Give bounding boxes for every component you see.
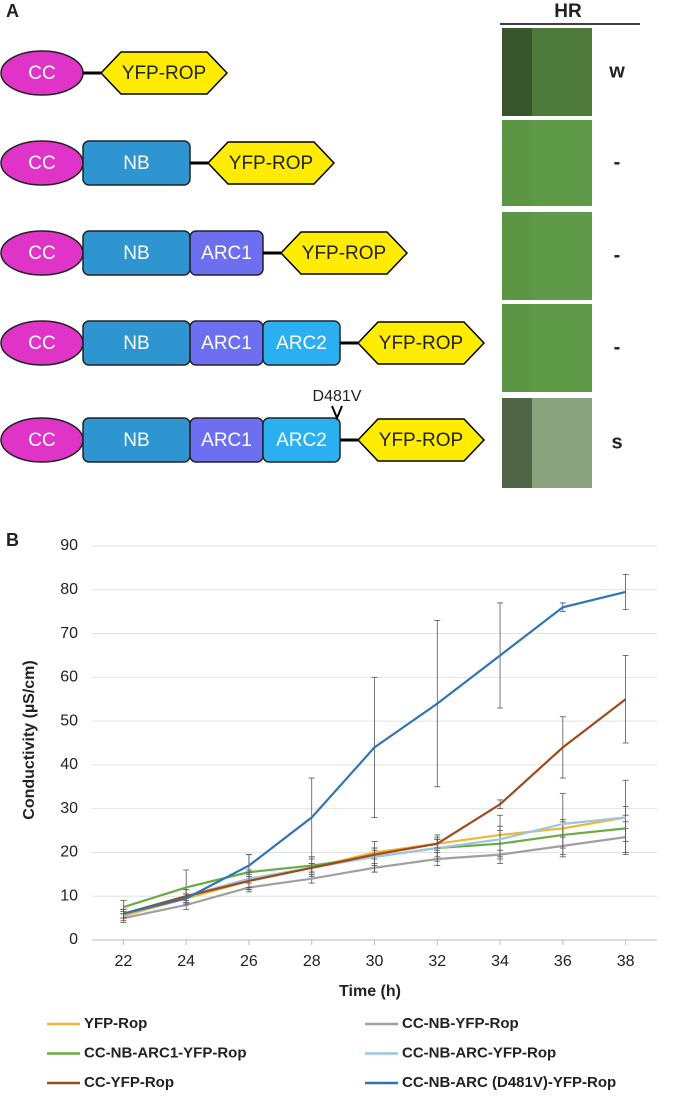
leaf-shade — [502, 304, 532, 392]
x-tick-label: 26 — [240, 953, 258, 970]
mutation-marker — [331, 405, 343, 421]
hr-score: - — [614, 336, 621, 358]
domain-label: CC — [28, 430, 55, 451]
tag-hexagon — [99, 51, 229, 95]
y-tick-label: 10 — [60, 887, 78, 904]
y-tick-label: 50 — [60, 712, 78, 729]
leaf-shade — [502, 212, 532, 300]
domain-label: NB — [123, 333, 149, 354]
leaf-shade — [502, 120, 532, 206]
domain-label: YFP-ROP — [379, 333, 463, 354]
domain-label: CC — [28, 333, 55, 354]
legend-label: CC-NB-ARC-YFP-Rop — [402, 1044, 556, 1061]
y-tick-label: 30 — [60, 800, 78, 817]
x-tick-label: 30 — [366, 953, 384, 970]
y-tick-label: 0 — [69, 931, 78, 948]
domain-label: YFP-ROP — [302, 243, 386, 264]
hr-score: - — [614, 244, 621, 266]
series-line — [123, 590, 626, 915]
domain-label: NB — [123, 430, 149, 451]
x-axis-label: Time (h) — [339, 983, 401, 1000]
panel-label: A — [6, 1, 19, 21]
y-tick-label: 90 — [60, 537, 78, 554]
x-tick-label: 34 — [491, 953, 509, 970]
series-line — [123, 698, 627, 915]
domain-label: YFP-ROP — [229, 153, 313, 174]
tag-hexagon — [206, 141, 336, 185]
leaf-shade — [502, 28, 532, 116]
domain-label: CC — [28, 153, 55, 174]
x-tick-label: 32 — [428, 953, 446, 970]
x-tick-label: 36 — [554, 953, 572, 970]
x-tick-label: 28 — [303, 953, 321, 970]
tag-hexagon — [356, 418, 486, 462]
legend-label: CC-NB-YFP-Rop — [402, 1015, 519, 1032]
y-axis-label: Conductivity (µS/cm) — [21, 660, 38, 819]
legend-label: YFP-Rop — [84, 1015, 147, 1032]
domain-label: NB — [123, 153, 149, 174]
tag-hexagon — [279, 231, 409, 275]
x-tick-label: 22 — [114, 953, 132, 970]
x-tick-label: 24 — [177, 953, 195, 970]
domain-label: CC — [28, 63, 55, 84]
x-tick-label: 38 — [617, 953, 635, 970]
tag-hexagon — [356, 321, 486, 365]
legend-label: CC-YFP-Rop — [84, 1074, 174, 1091]
domain-label: YFP-ROP — [122, 63, 206, 84]
panel-label: B — [6, 530, 19, 550]
domain-label: ARC2 — [276, 333, 327, 354]
y-tick-label: 20 — [60, 844, 78, 861]
y-tick-label: 60 — [60, 669, 78, 686]
legend-label: CC-NB-ARC1-YFP-Rop — [84, 1044, 246, 1061]
domain-label: ARC1 — [201, 333, 252, 354]
domain-label: ARC1 — [201, 243, 252, 264]
leaf-shade — [502, 398, 532, 488]
hr-header: HR — [554, 1, 582, 22]
domain-label: YFP-ROP — [379, 430, 463, 451]
domain-label: CC — [28, 243, 55, 264]
y-tick-label: 80 — [60, 581, 78, 598]
legend-label: CC-NB-ARC (D481V)-YFP-Rop — [402, 1074, 616, 1091]
domain-label: NB — [123, 243, 149, 264]
y-tick-label: 40 — [60, 756, 78, 773]
hr-score: - — [614, 151, 621, 173]
hr-score: s — [611, 431, 622, 453]
y-tick-label: 70 — [60, 625, 78, 642]
mutation-label: D481V — [313, 388, 362, 405]
domain-label: ARC1 — [201, 430, 252, 451]
hr-score: w — [608, 60, 625, 82]
domain-label: ARC2 — [276, 430, 327, 451]
